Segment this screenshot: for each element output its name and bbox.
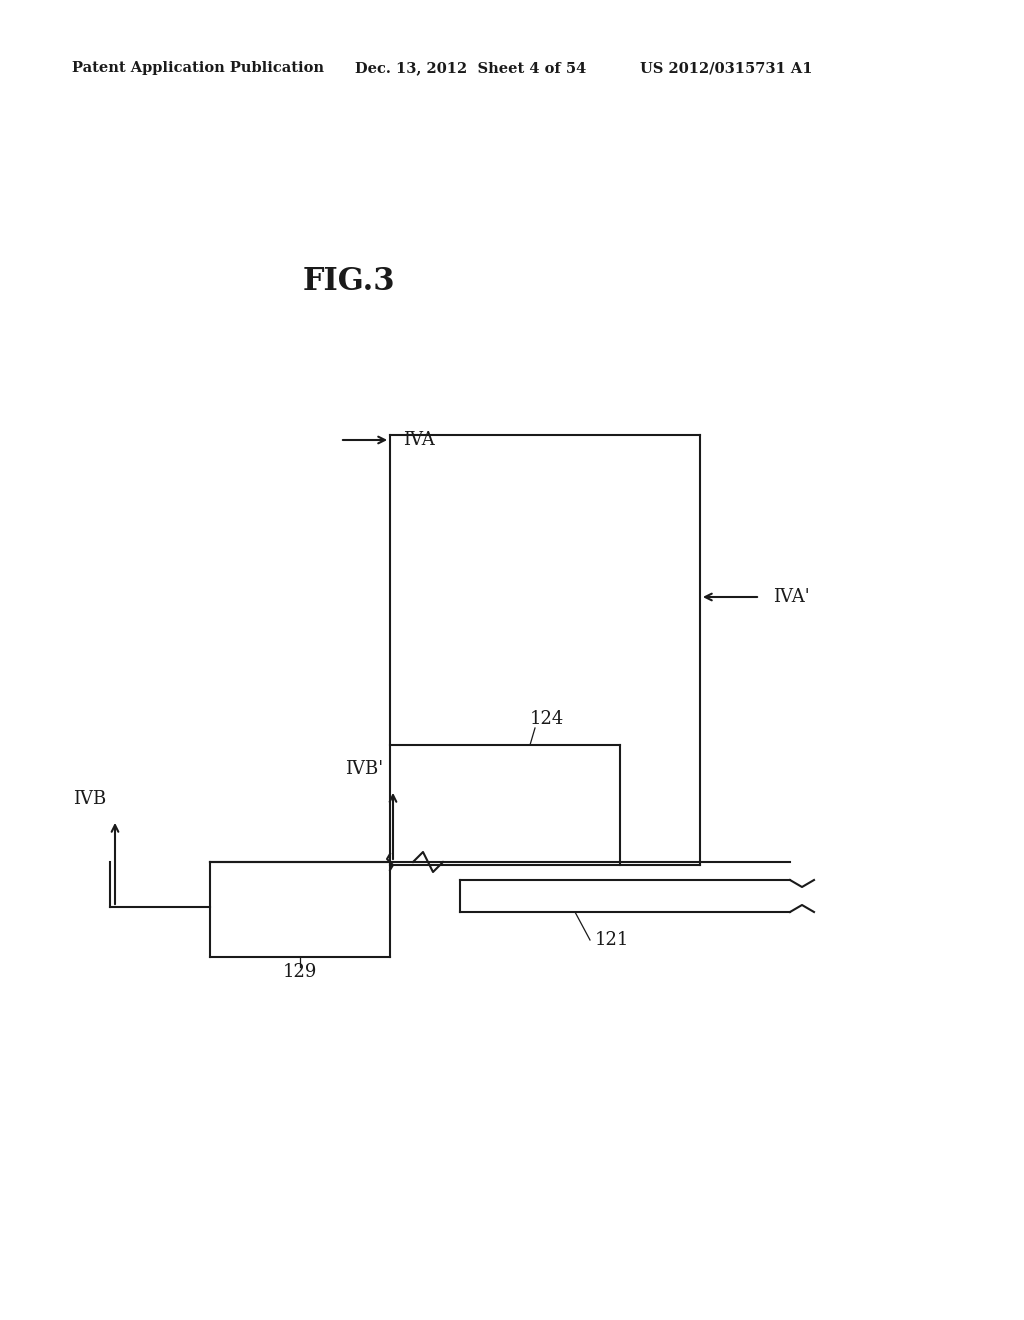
Text: IVA': IVA' (773, 587, 810, 606)
Text: 121: 121 (595, 931, 630, 949)
Text: Patent Application Publication: Patent Application Publication (72, 61, 324, 75)
Text: US 2012/0315731 A1: US 2012/0315731 A1 (640, 61, 812, 75)
Text: IVB': IVB' (345, 760, 383, 777)
Text: 129: 129 (283, 964, 317, 981)
Text: Dec. 13, 2012  Sheet 4 of 54: Dec. 13, 2012 Sheet 4 of 54 (355, 61, 587, 75)
Text: FIG.3: FIG.3 (303, 267, 395, 297)
Text: IVB: IVB (73, 789, 106, 808)
Text: 124: 124 (530, 710, 564, 729)
Text: IVA: IVA (403, 432, 435, 449)
